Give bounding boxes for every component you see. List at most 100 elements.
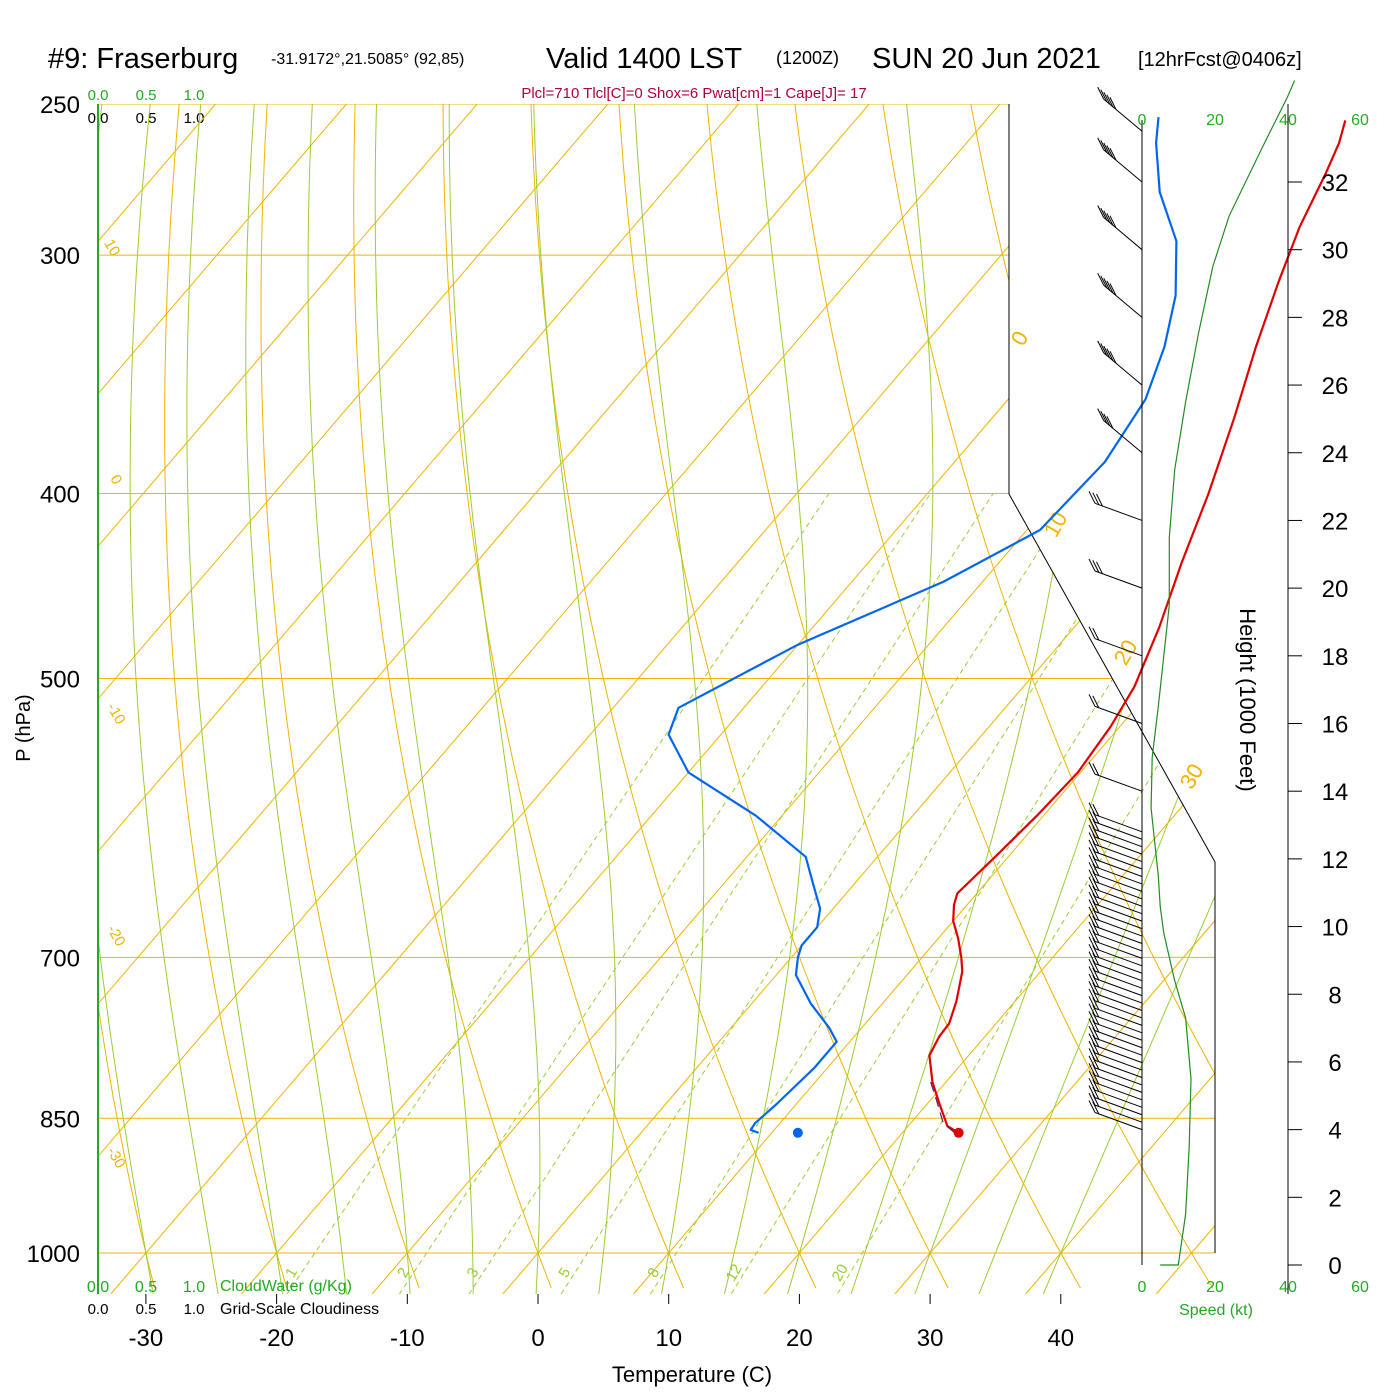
wind-barb	[1094, 933, 1143, 952]
wind-barb-flag	[1092, 945, 1100, 958]
wind-barb-flag	[1088, 951, 1096, 964]
isotherm-label: -30	[103, 1144, 129, 1171]
wind-barb-flag	[1092, 826, 1100, 839]
wind-barb-flag	[1092, 1049, 1100, 1063]
height-tick-label: 22	[1322, 508, 1349, 535]
wind-barb	[1094, 985, 1143, 1004]
height-tick-label: 18	[1322, 644, 1349, 671]
moist-adiabat-line	[374, 104, 474, 1294]
dry-adiabat-line	[98, 1001, 155, 1289]
isotherm-line	[110, 104, 1131, 1294]
isotherm-label: -20	[103, 922, 129, 949]
moist-adiabat-line	[307, 104, 411, 1294]
wind-barb-flag	[1092, 627, 1100, 641]
pressure-tick-label: 300	[40, 243, 80, 270]
wind-barb-flag	[1088, 876, 1096, 890]
wind-barb	[1094, 844, 1143, 863]
speed-tick: 0	[1138, 1279, 1147, 1296]
wind-barb-flag	[1088, 1092, 1096, 1106]
wind-barb-flag	[1092, 870, 1100, 884]
wind-barb-flag	[1088, 1085, 1096, 1098]
wind-barb-flag	[1092, 803, 1100, 817]
wind-barb-flag	[1092, 900, 1100, 914]
wind-barb	[1094, 1052, 1143, 1071]
wind-barb-flag	[1092, 915, 1100, 929]
top-cloudiness-scale: 0.0 0.5 1.0	[88, 110, 205, 127]
background-grid	[98, 104, 1400, 1294]
dry-adiabat-line	[164, 104, 288, 1289]
wind-barb	[1094, 858, 1143, 877]
speed-tick: 20	[1206, 112, 1224, 129]
scale-label: 1.0	[184, 1301, 205, 1318]
wind-barb	[1094, 911, 1143, 930]
height-tick-label: 2	[1328, 1185, 1341, 1212]
wind-barb	[1094, 888, 1143, 907]
dry-adiabat-line	[794, 104, 1214, 1289]
wind-panel-boundary	[1008, 104, 1216, 1253]
height-tick-label: 16	[1322, 712, 1349, 739]
temperature-tick-label: 10	[655, 1325, 682, 1352]
wind-barb-flag	[1088, 847, 1096, 860]
isotherm-line	[1287, 104, 1400, 1294]
height-tick-label: 8	[1328, 982, 1341, 1009]
moist-adiabat-line	[723, 104, 809, 1294]
wind-barb	[1094, 1037, 1143, 1056]
wind-barb-flag	[1088, 981, 1096, 994]
wind-barb-flag	[1100, 89, 1108, 102]
wind-barbs	[1088, 86, 1143, 1265]
wind-barb-flag	[1088, 973, 1096, 987]
wind-barb	[1103, 284, 1143, 318]
mixing-ratio-label: 12	[723, 1261, 746, 1284]
wind-barb-flag	[1092, 1034, 1100, 1048]
wind-barb-flag	[1092, 833, 1100, 847]
wind-barb-flag	[1088, 884, 1096, 897]
mixing-ratio-line	[286, 493, 830, 1294]
pressure-tick-label: 700	[40, 945, 80, 972]
wind-barb-flag	[1088, 958, 1096, 972]
temperature-tick-label: 20	[786, 1325, 813, 1352]
wind-barb	[1094, 638, 1143, 657]
wind-barb-flag	[1097, 86, 1105, 100]
zulu-time: (1200Z)	[776, 48, 839, 68]
wind-barb	[1103, 420, 1143, 454]
mixing-ratio-line	[836, 670, 1215, 1294]
wind-barb	[1094, 1015, 1143, 1034]
isotherm-line	[98, 104, 1001, 1158]
wind-barb-flag	[1092, 1004, 1100, 1018]
wind-barb-flag	[1092, 841, 1100, 854]
wind-barb-flag	[1096, 493, 1103, 507]
wind-barb-flag	[1092, 1019, 1100, 1033]
scale-label: 0.0	[88, 87, 109, 104]
wind-barb-flag	[1106, 213, 1114, 226]
dewpoint-trace	[667, 117, 1178, 1134]
temperature-tick-label: -10	[390, 1325, 425, 1352]
wind-barb	[1094, 1104, 1143, 1123]
temperature-tick-label: 30	[917, 1325, 944, 1352]
dry-adiabat-line	[706, 104, 1081, 1289]
wind-barb-flag	[1092, 952, 1100, 966]
wind-barb-flag	[1092, 695, 1100, 709]
wind-barb	[1094, 978, 1143, 997]
wind-barb	[1094, 992, 1143, 1011]
mixing-ratio-line	[649, 493, 1157, 1294]
speed-scale-top: 0 20 40 60	[1138, 112, 1369, 129]
height-tick-label: 12	[1322, 847, 1349, 874]
isotherm-line	[763, 767, 1215, 1294]
y-axis-title: P (hPa)	[13, 694, 35, 761]
moist-adiabat-line	[129, 104, 219, 1294]
wind-barb-flag	[1088, 869, 1096, 882]
pressure-tick-label: 400	[40, 482, 80, 509]
wind-barb-flag	[1106, 416, 1114, 429]
wind-barb	[1094, 814, 1143, 833]
speed-tick: 20	[1206, 1279, 1224, 1296]
scale-label: 0.0	[87, 1279, 109, 1296]
wind-barb-flag	[1097, 272, 1105, 286]
isotherm-label: 0	[106, 472, 125, 488]
mixing-ratio-line	[398, 493, 931, 1294]
indices-line: Plcl=710 Tlcl[C]=0 Shox=6 Pwat[cm]=1 Cap…	[521, 85, 866, 102]
wind-barb	[1094, 773, 1143, 792]
wind-barb-flag	[1103, 345, 1111, 359]
isotherm-label: 10	[100, 236, 123, 259]
wind-barb-flag	[1109, 350, 1117, 364]
